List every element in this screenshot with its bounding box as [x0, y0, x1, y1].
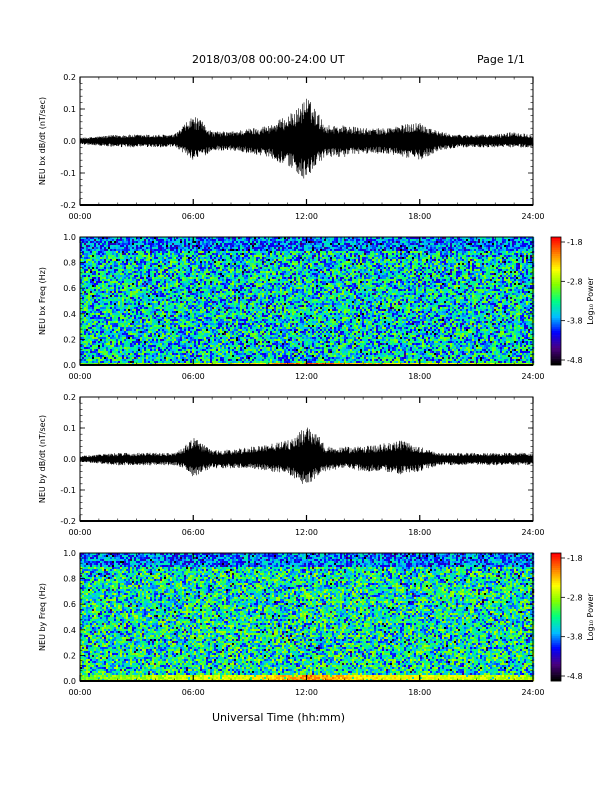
y-tick-label: 1.0	[63, 549, 76, 558]
spectrogram	[80, 237, 535, 366]
y-tick-label: 0.6	[63, 284, 76, 293]
colorbar-tick-label: -3.8	[567, 633, 583, 642]
y-tick-label: -0.2	[60, 201, 76, 210]
colorbar-tick-label: -4.8	[567, 672, 583, 681]
y-tick-label: 0.4	[63, 626, 76, 635]
x-tick-label: 12:00	[295, 372, 318, 381]
panel-3: 0.2 0.1 0.0 -0.1 -0.2 00:00 06:00 12:00 18:00 24:…	[38, 393, 545, 537]
y-tick-label: 0.8	[63, 259, 76, 268]
y-tick-label: 0.2	[63, 651, 76, 660]
colorbar-tick-label: -1.8	[567, 554, 583, 563]
panel-2: -1.8 -2.8 -3.8 -4.8 Log₁₀ Power 1.0 0.8 0.6 0.4 0…	[38, 233, 595, 381]
y-tick-label: 0.2	[63, 335, 76, 344]
y-tick-label: 0.0	[63, 455, 76, 464]
page-title: 2018/03/08 00:00-24:00 UT	[192, 53, 345, 66]
x-tick-label: 12:00	[295, 528, 318, 537]
y-tick-label: 1.0	[63, 233, 76, 242]
x-tick-label: 18:00	[408, 372, 431, 381]
x-tick-label: 18:00	[408, 212, 431, 221]
y-tick-label: -0.2	[60, 517, 76, 526]
y-axis-label: NEU by Freq (Hz)	[38, 583, 47, 651]
y-tick-label: -0.1	[60, 169, 76, 178]
x-tick-label: 12:00	[295, 688, 318, 697]
x-tick-label: 24:00	[521, 528, 544, 537]
x-axis-title: Universal Time (hh:mm)	[212, 711, 345, 724]
x-tick-label: 00:00	[68, 688, 91, 697]
spectrogram	[80, 553, 535, 682]
colorbar-label: Log₁₀ Power	[586, 277, 595, 325]
y-tick-label: 0.4	[63, 310, 76, 319]
x-tick-label: 12:00	[295, 212, 318, 221]
y-tick-label: 0.2	[63, 73, 76, 82]
y-axis-label: NEU by dB/dt (nT/sec)	[38, 415, 47, 503]
x-tick-label: 00:00	[68, 528, 91, 537]
page-number: Page 1/1	[477, 53, 525, 66]
x-tick-label: 24:00	[521, 372, 544, 381]
colorbar-tick-label: -3.8	[567, 317, 583, 326]
y-axis-label: NEU bx dB/dt (nT/sec)	[38, 97, 47, 185]
colorbar: -1.8 -2.8 -3.8 -4.8 Log₁₀ Power	[550, 552, 595, 682]
series-line	[79, 427, 534, 484]
series-line	[79, 98, 534, 179]
y-tick-label: 0.6	[63, 600, 76, 609]
y-tick-label: 0.1	[63, 105, 76, 114]
colorbar-tick-label: -2.8	[567, 277, 583, 286]
panel-4: -1.8 -2.8 -3.8 -4.8 Log₁₀ Power 1.0 0.8 0.6 0.4 0…	[38, 549, 595, 697]
x-tick-label: 00:00	[68, 212, 91, 221]
x-tick-label: 06:00	[182, 372, 205, 381]
y-tick-label: 0.0	[63, 361, 76, 370]
y-tick-label: 0.0	[63, 677, 76, 686]
x-tick-label: 18:00	[408, 528, 431, 537]
x-tick-label: 00:00	[68, 372, 91, 381]
y-tick-label: -0.1	[60, 486, 76, 495]
panel-1: 0.2 0.1 0.0 -0.1 -0.2 00:00 06:00 12:00 18:00 24:…	[38, 73, 545, 221]
y-tick-label: 0.2	[63, 393, 76, 402]
x-tick-label: 24:00	[521, 212, 544, 221]
x-tick-label: 24:00	[521, 688, 544, 697]
x-tick-label: 06:00	[182, 212, 205, 221]
x-tick-label: 06:00	[182, 688, 205, 697]
x-tick-label: 06:00	[182, 528, 205, 537]
colorbar-label: Log₁₀ Power	[586, 593, 595, 641]
colorbar-tick-label: -1.8	[567, 238, 583, 247]
y-axis-label: NEU bx Freq (Hz)	[38, 267, 47, 335]
y-tick-label: 0.1	[63, 424, 76, 433]
y-tick-label: 0.8	[63, 575, 76, 584]
x-tick-label: 18:00	[408, 688, 431, 697]
colorbar-tick-label: -4.8	[567, 356, 583, 365]
y-tick-label: 0.0	[63, 137, 76, 146]
colorbar: -1.8 -2.8 -3.8 -4.8 Log₁₀ Power	[550, 236, 595, 366]
colorbar-tick-label: -2.8	[567, 593, 583, 602]
